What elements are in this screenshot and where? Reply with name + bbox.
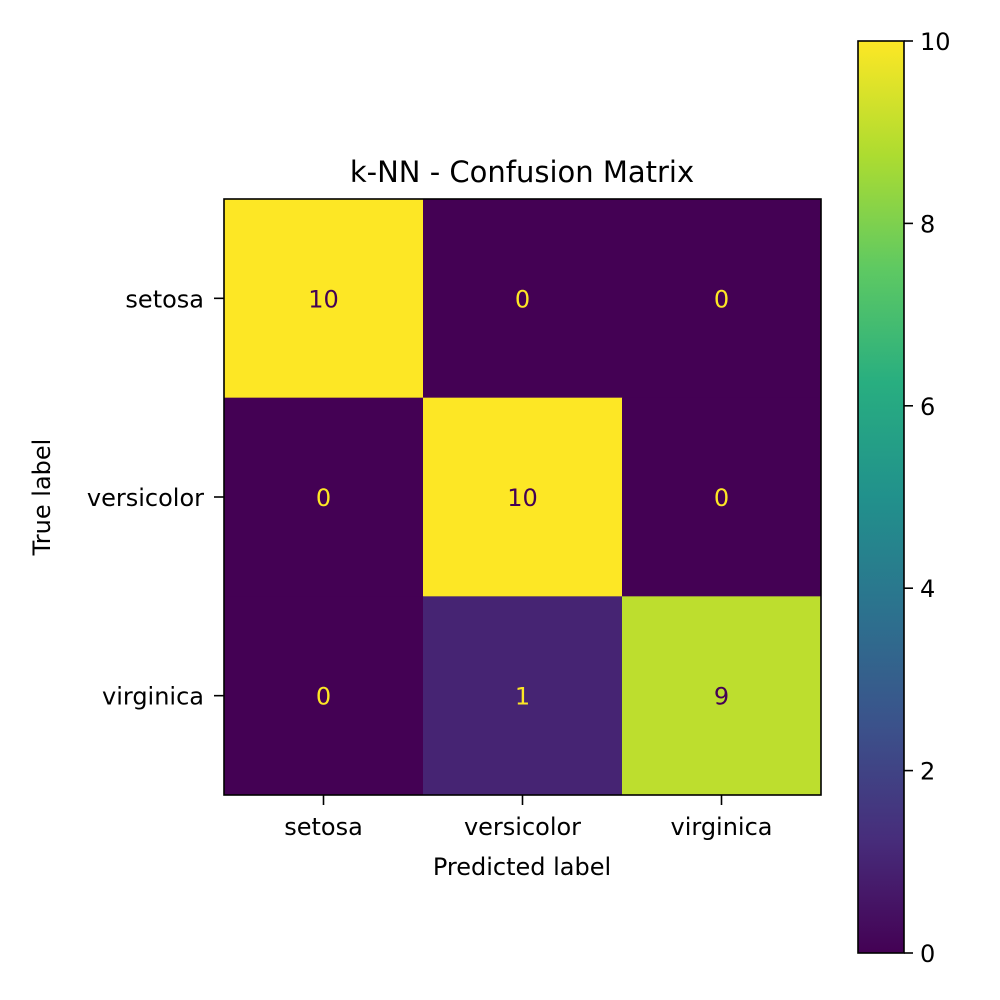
y-tick-label: virginica — [102, 683, 204, 711]
heatmap-cell — [622, 199, 822, 399]
cell-value-labels: 10 0 0 0 10 0 0 1 9 — [308, 285, 729, 710]
cell-value-label: 0 — [316, 683, 331, 711]
chart-title: k-NN - Confusion Matrix — [350, 155, 694, 189]
colorbar-tick-label: 6 — [920, 393, 935, 421]
colorbar-tick-label: 10 — [920, 28, 951, 56]
colorbar-tick-label: 4 — [920, 575, 935, 603]
heatmap-cell — [224, 199, 424, 399]
y-tick-label: setosa — [125, 285, 204, 313]
x-tick-label: setosa — [284, 813, 363, 841]
heatmap-cell — [423, 596, 623, 796]
colorbar-tick-label: 0 — [920, 940, 935, 968]
cell-value-label: 0 — [714, 484, 729, 512]
cell-value-label: 9 — [714, 683, 729, 711]
y-tick-label: versicolor — [87, 484, 204, 512]
colorbar-ticks: 0 2 4 6 8 10 — [904, 28, 951, 968]
heatmap-cells — [224, 199, 822, 796]
colorbar: 0 2 4 6 8 10 — [857, 28, 951, 968]
y-axis-label: True label — [28, 439, 56, 557]
heatmap-cell — [622, 596, 822, 796]
heatmap-cell — [423, 397, 623, 597]
colorbar-tick-label: 8 — [920, 210, 935, 238]
heatmap-cell — [224, 596, 424, 796]
heatmap-cell — [622, 397, 822, 597]
cell-value-label: 0 — [714, 285, 729, 313]
colorbar-gradient — [858, 41, 904, 953]
heatmap-cell — [224, 397, 424, 597]
x-tick-label: virginica — [671, 813, 773, 841]
x-axis-ticks: setosa versicolor virginica — [284, 795, 773, 841]
cell-value-label: 0 — [515, 285, 530, 313]
cell-value-label: 1 — [515, 683, 530, 711]
x-axis-label: Predicted label — [433, 853, 611, 881]
cell-value-label: 0 — [316, 484, 331, 512]
cell-value-label: 10 — [507, 484, 538, 512]
y-axis-ticks: setosa versicolor virginica — [87, 285, 224, 711]
x-tick-label: versicolor — [464, 813, 581, 841]
colorbar-tick-label: 2 — [920, 758, 935, 786]
cell-value-label: 10 — [308, 285, 339, 313]
colorbar-frame — [857, 40, 905, 954]
heatmap-cell — [423, 199, 623, 399]
